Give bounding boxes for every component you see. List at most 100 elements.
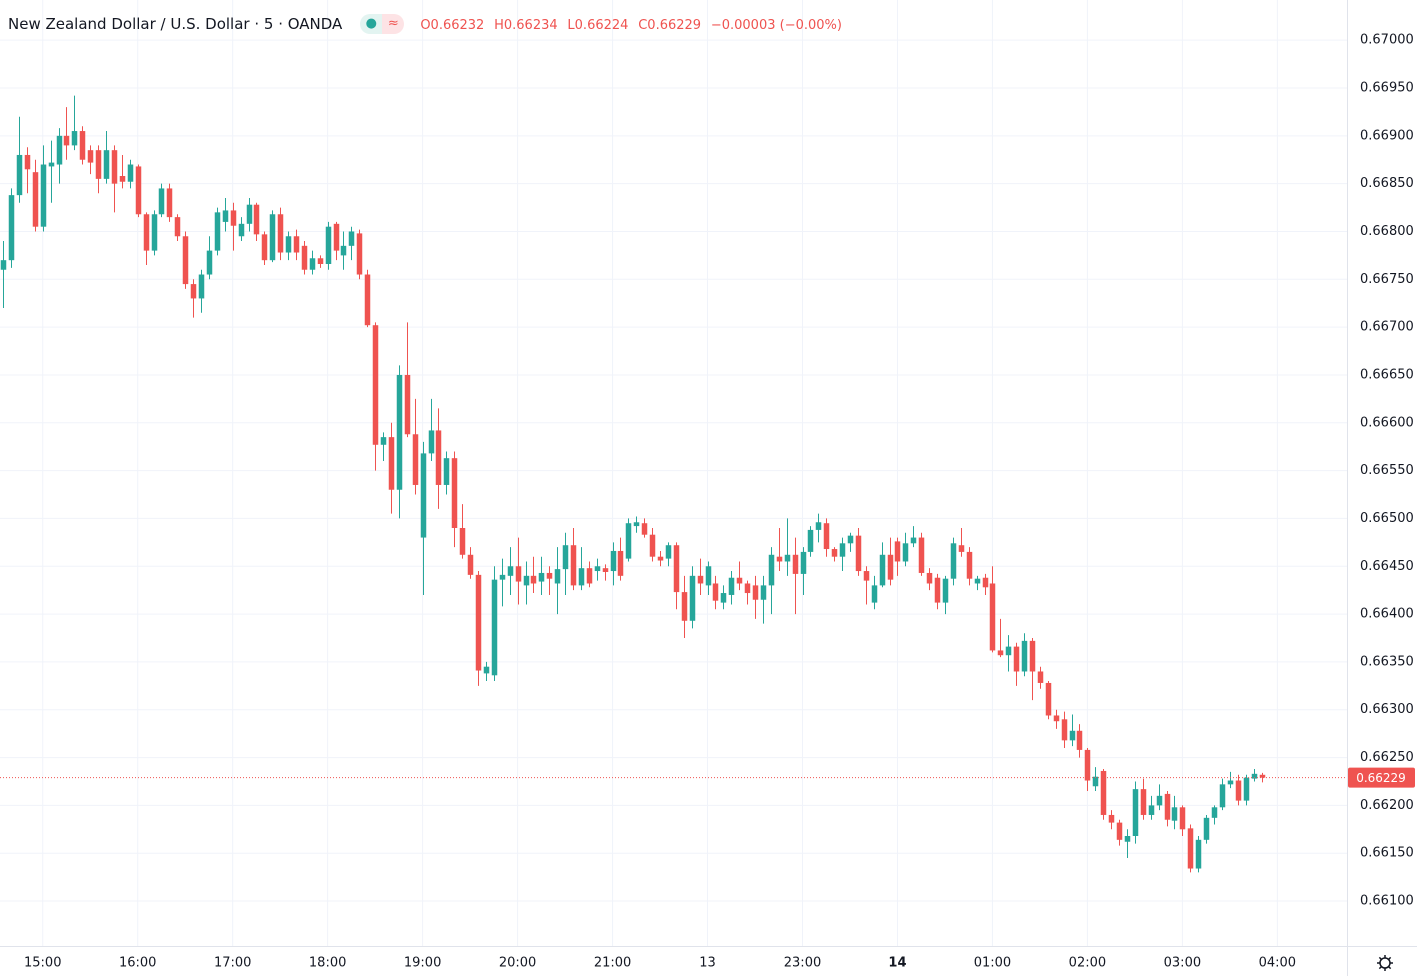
candle-body bbox=[8, 195, 15, 261]
candle-body bbox=[56, 135, 63, 165]
candle-body bbox=[736, 577, 743, 584]
candle-body bbox=[918, 537, 925, 573]
candle-body bbox=[594, 566, 601, 572]
candle-body bbox=[182, 236, 189, 285]
candle-body bbox=[151, 214, 158, 251]
candle-body bbox=[166, 188, 173, 218]
y-tick-label: 0.66450 bbox=[1360, 559, 1414, 574]
candle-body bbox=[823, 523, 830, 550]
candle-body bbox=[333, 223, 340, 251]
close-value: C0.66229 bbox=[638, 18, 702, 33]
candle-body bbox=[309, 258, 316, 270]
candle-body bbox=[807, 529, 814, 552]
status-icons: ● ≈ bbox=[360, 14, 405, 34]
settings-button[interactable] bbox=[1377, 955, 1393, 971]
candle-body bbox=[934, 577, 941, 603]
candle-body bbox=[863, 571, 870, 581]
candle-body bbox=[269, 214, 276, 261]
candle-body bbox=[1029, 640, 1036, 672]
candle-body bbox=[412, 434, 419, 485]
low-value: L0.66224 bbox=[567, 18, 629, 33]
x-tick-label: 13 bbox=[699, 956, 716, 971]
candle-body bbox=[420, 453, 427, 538]
market-open-icon[interactable]: ● bbox=[360, 14, 383, 34]
candle-body bbox=[364, 274, 371, 326]
candle-body bbox=[657, 556, 664, 561]
candle-body bbox=[396, 374, 403, 490]
x-tick-label: 01:00 bbox=[974, 956, 1011, 971]
candle-body bbox=[792, 554, 799, 574]
x-tick-label: 23:00 bbox=[784, 956, 821, 971]
candle-body bbox=[198, 274, 205, 299]
candle-body bbox=[728, 577, 735, 595]
candle-body bbox=[546, 572, 553, 579]
change-value: −0.00003 (−0.00%) bbox=[710, 18, 842, 33]
candle-body bbox=[610, 550, 617, 572]
high-value: H0.66234 bbox=[494, 18, 558, 33]
gear-tooth[interactable] bbox=[1388, 966, 1392, 970]
gear-tooth[interactable] bbox=[1378, 966, 1382, 970]
candle-body bbox=[910, 537, 917, 544]
candle-body bbox=[602, 568, 609, 572]
y-tick-label: 0.66300 bbox=[1360, 702, 1414, 717]
candle-body bbox=[1203, 817, 1210, 840]
candle-body bbox=[1053, 715, 1060, 722]
candle-body bbox=[404, 374, 411, 435]
candle-body bbox=[586, 568, 593, 584]
candle-body bbox=[617, 550, 624, 576]
candle-body bbox=[894, 541, 901, 562]
candle-body bbox=[839, 543, 846, 557]
candle-body bbox=[689, 575, 696, 621]
y-tick-label: 0.66150 bbox=[1360, 846, 1414, 861]
candle-body bbox=[697, 575, 704, 584]
x-tick-label: 16:00 bbox=[119, 956, 156, 971]
y-tick-label: 0.66550 bbox=[1360, 463, 1414, 478]
candle-body bbox=[111, 150, 118, 184]
candle-body bbox=[752, 585, 759, 600]
candle-body bbox=[1211, 807, 1218, 818]
candle-body bbox=[1005, 646, 1012, 656]
x-tick-label: 15:00 bbox=[24, 956, 61, 971]
candle-body bbox=[681, 592, 688, 621]
y-tick-label: 0.66950 bbox=[1360, 81, 1414, 96]
candle-body bbox=[0, 260, 7, 270]
candle-body bbox=[451, 458, 458, 528]
gear-tooth[interactable] bbox=[1378, 956, 1382, 960]
candle-body bbox=[1219, 784, 1226, 808]
candle-body bbox=[135, 166, 142, 215]
candle-body bbox=[523, 575, 530, 586]
candle-body bbox=[997, 650, 1004, 656]
candle-body bbox=[206, 250, 213, 275]
candle-body bbox=[483, 666, 490, 674]
candle-body bbox=[325, 226, 332, 264]
candle-body bbox=[1195, 839, 1202, 869]
candle-body bbox=[744, 583, 751, 594]
candle-body bbox=[238, 223, 245, 237]
y-tick-label: 0.66650 bbox=[1360, 367, 1414, 382]
gear-tooth[interactable] bbox=[1388, 956, 1392, 960]
data-delay-icon[interactable]: ≈ bbox=[382, 14, 405, 34]
candle-body bbox=[174, 217, 181, 237]
candle-body bbox=[40, 164, 47, 227]
candle-body bbox=[720, 593, 727, 603]
candle-body bbox=[1259, 774, 1266, 778]
candle-body bbox=[768, 554, 775, 586]
candle-body bbox=[847, 535, 854, 544]
x-tick-label: 18:00 bbox=[309, 956, 346, 971]
symbol-title[interactable]: New Zealand Dollar / U.S. Dollar · 5 · O… bbox=[8, 15, 343, 33]
candle-body bbox=[1156, 795, 1163, 806]
candle-body bbox=[879, 554, 886, 586]
candle-body bbox=[633, 522, 640, 527]
candle-body bbox=[63, 135, 70, 146]
candle-body bbox=[1124, 836, 1131, 842]
candle-body bbox=[1227, 780, 1234, 785]
candle-body bbox=[372, 325, 379, 445]
candle-body bbox=[459, 528, 466, 555]
candle-body bbox=[982, 577, 989, 588]
candle-body bbox=[1021, 640, 1028, 672]
open-value: O0.66232 bbox=[420, 18, 485, 33]
last-price-badge bbox=[1348, 767, 1415, 788]
candle-body bbox=[855, 535, 862, 572]
